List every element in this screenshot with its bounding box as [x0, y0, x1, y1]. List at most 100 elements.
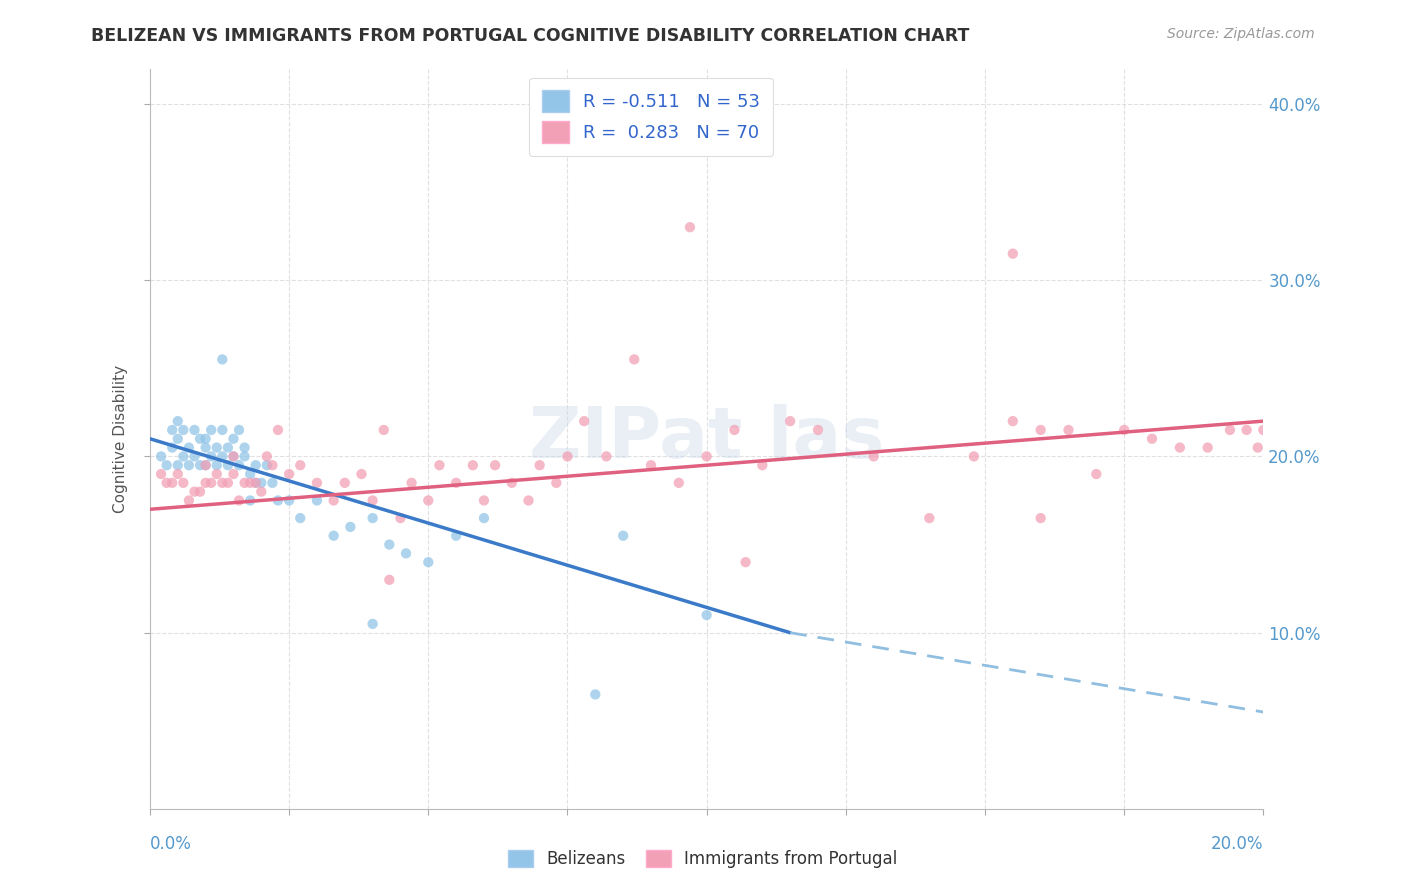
Point	[290, 511, 312, 525]
Point	[696, 608, 718, 623]
Point	[194, 458, 217, 473]
Point	[267, 493, 290, 508]
Point	[205, 441, 228, 455]
Point	[183, 450, 205, 464]
Point	[156, 458, 179, 473]
Point	[211, 475, 233, 490]
Point	[472, 511, 495, 525]
Point	[723, 423, 745, 437]
Text: Source: ZipAtlas.com: Source: ZipAtlas.com	[1167, 27, 1315, 41]
Point	[472, 493, 495, 508]
Point	[322, 493, 344, 508]
Point	[751, 458, 773, 473]
Point	[640, 458, 662, 473]
Point	[501, 475, 523, 490]
Point	[1219, 423, 1241, 437]
Point	[696, 450, 718, 464]
Point	[150, 450, 173, 464]
Point	[217, 475, 239, 490]
Point	[211, 450, 233, 464]
Point	[194, 441, 217, 455]
Point	[461, 458, 484, 473]
Point	[1085, 467, 1108, 481]
Point	[211, 423, 233, 437]
Point	[1253, 423, 1275, 437]
Point	[361, 493, 384, 508]
Point	[963, 450, 986, 464]
Point	[862, 450, 884, 464]
Point	[194, 458, 217, 473]
Point	[305, 493, 328, 508]
Point	[172, 475, 194, 490]
Point	[217, 458, 239, 473]
Point	[278, 467, 301, 481]
Point	[228, 423, 250, 437]
Point	[188, 458, 211, 473]
Point	[228, 458, 250, 473]
Point	[429, 458, 451, 473]
Point	[350, 467, 373, 481]
Text: BELIZEAN VS IMMIGRANTS FROM PORTUGAL COGNITIVE DISABILITY CORRELATION CHART: BELIZEAN VS IMMIGRANTS FROM PORTUGAL COG…	[91, 27, 970, 45]
Point	[160, 441, 183, 455]
Point	[734, 555, 756, 569]
Point	[557, 450, 579, 464]
Text: 20.0%: 20.0%	[1211, 835, 1264, 853]
Point	[166, 458, 188, 473]
Point	[194, 475, 217, 490]
Point	[222, 467, 245, 481]
Point	[222, 450, 245, 464]
Point	[239, 467, 262, 481]
Point	[546, 475, 568, 490]
Legend: Belizeans, Immigrants from Portugal: Belizeans, Immigrants from Portugal	[502, 843, 904, 875]
Text: ZIPat las: ZIPat las	[529, 404, 884, 474]
Point	[529, 458, 551, 473]
Point	[200, 450, 222, 464]
Point	[166, 414, 188, 428]
Point	[194, 432, 217, 446]
Point	[256, 450, 278, 464]
Point	[395, 546, 418, 560]
Point	[228, 493, 250, 508]
Point	[217, 441, 239, 455]
Point	[807, 423, 830, 437]
Point	[172, 423, 194, 437]
Point	[1140, 432, 1163, 446]
Point	[156, 475, 179, 490]
Point	[583, 687, 606, 701]
Point	[612, 529, 634, 543]
Point	[278, 493, 301, 508]
Point	[250, 484, 273, 499]
Point	[177, 441, 200, 455]
Point	[918, 511, 941, 525]
Point	[517, 493, 540, 508]
Point	[166, 432, 188, 446]
Point	[160, 423, 183, 437]
Point	[378, 573, 401, 587]
Point	[239, 493, 262, 508]
Point	[389, 511, 412, 525]
Point	[572, 414, 595, 428]
Point	[177, 458, 200, 473]
Point	[378, 537, 401, 551]
Point	[177, 493, 200, 508]
Point	[290, 458, 312, 473]
Y-axis label: Cognitive Disability: Cognitive Disability	[114, 365, 128, 513]
Point	[418, 555, 440, 569]
Point	[150, 467, 173, 481]
Point	[250, 475, 273, 490]
Point	[1001, 246, 1024, 260]
Point	[679, 220, 702, 235]
Point	[623, 352, 645, 367]
Point	[222, 432, 245, 446]
Point	[595, 450, 617, 464]
Point	[205, 467, 228, 481]
Point	[484, 458, 506, 473]
Point	[1197, 441, 1219, 455]
Point	[444, 475, 467, 490]
Point	[1029, 423, 1052, 437]
Point	[1168, 441, 1191, 455]
Point	[160, 475, 183, 490]
Point	[1247, 441, 1270, 455]
Point	[183, 423, 205, 437]
Point	[267, 423, 290, 437]
